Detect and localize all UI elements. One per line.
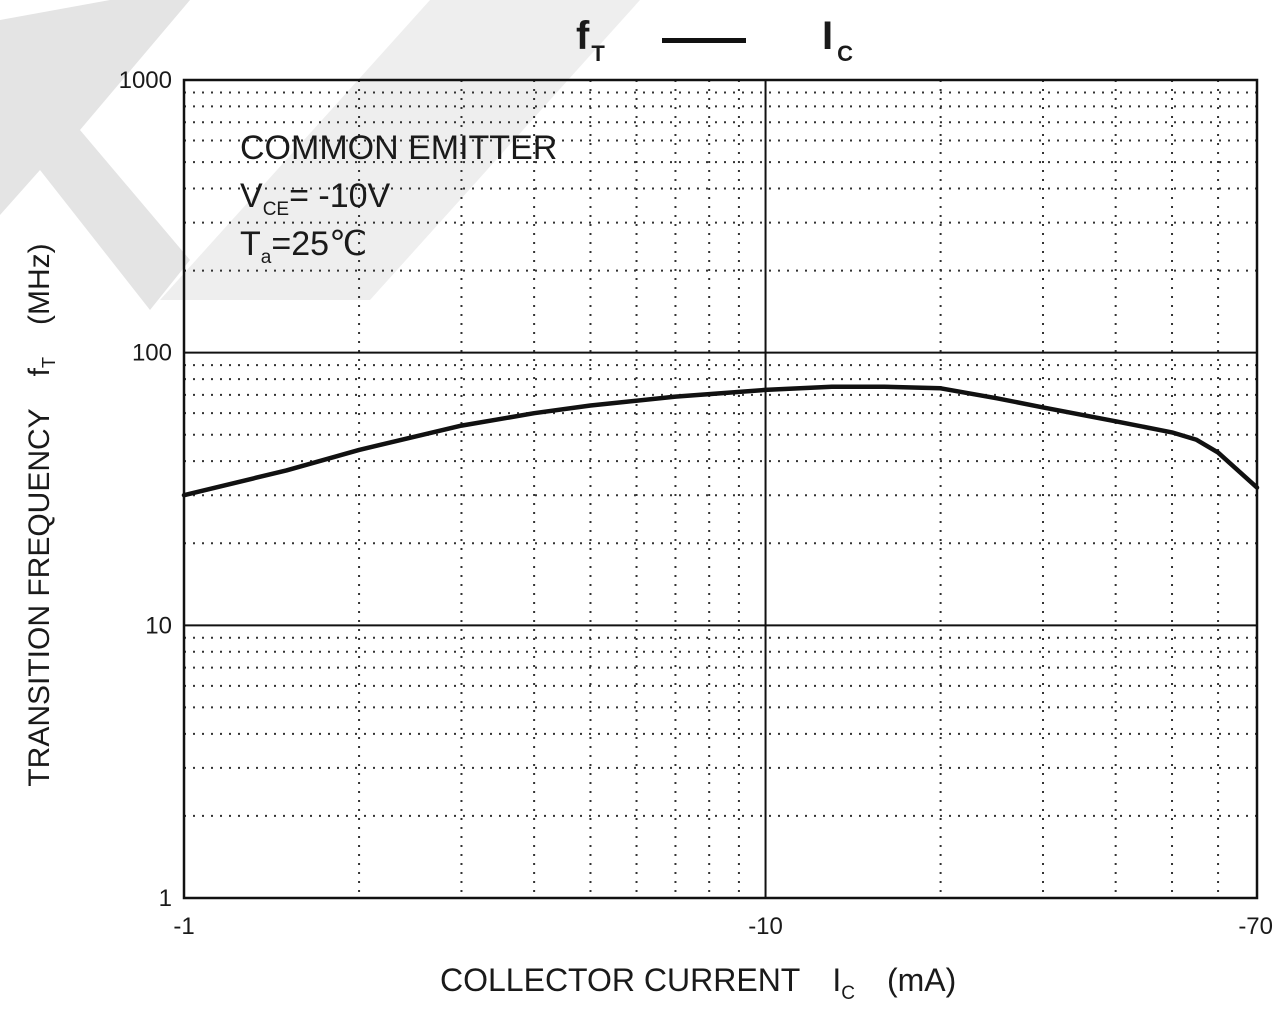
annotation-mode: COMMON EMITTER — [240, 129, 558, 167]
title-dash-line — [662, 38, 746, 43]
tick-labels: -1 -10 -70 1 10 100 1000 — [119, 67, 1273, 940]
y-tick-label: 10 — [145, 612, 172, 639]
y-tick-label: 100 — [132, 340, 172, 367]
x-tick-label: -1 — [173, 913, 194, 940]
y-tick-label: 1000 — [119, 67, 172, 94]
title-ft-symbol: fT — [576, 14, 605, 66]
annotation-ta: Ta=25℃ — [240, 225, 368, 268]
x-tick-label: -70 — [1238, 913, 1273, 940]
annotation-vce: VCE= -10V — [240, 177, 391, 220]
y-tick-label: 1 — [159, 885, 172, 912]
x-axis-label: COLLECTOR CURRENT IC (mA) — [440, 962, 957, 1004]
y-axis-label: TRANSITION FREQUENCYfT(MHz) — [23, 243, 59, 787]
x-tick-label: -10 — [748, 913, 783, 940]
condition-annotation: COMMON EMITTER VCE= -10V Ta=25℃ — [240, 124, 557, 268]
series-layer — [181, 384, 1260, 498]
ft-curve — [181, 384, 1260, 498]
minor-grid — [184, 80, 1257, 898]
